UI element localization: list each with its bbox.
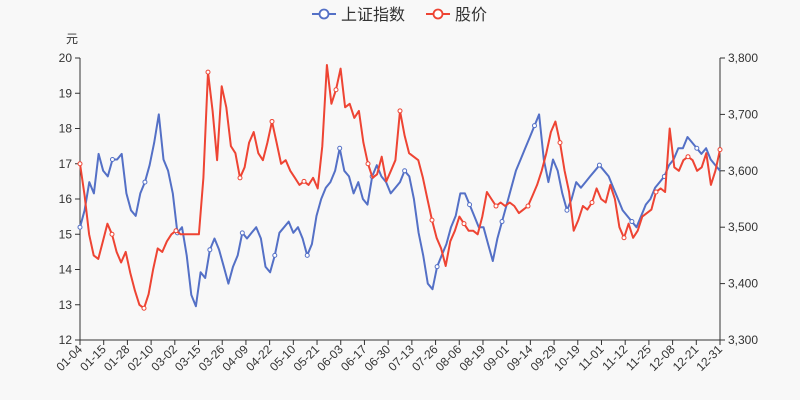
series-point-1[interactable]: [589, 200, 595, 206]
series-point-1[interactable]: [141, 305, 147, 311]
series-point-1[interactable]: [365, 161, 371, 167]
y-left-ticks: 12 13 14 15 16 17 18 19 20: [59, 51, 80, 347]
series-point-1[interactable]: [429, 217, 435, 223]
legend-item-index[interactable]: 上证指数: [312, 6, 405, 24]
series-point-1[interactable]: [237, 175, 243, 181]
x-tick-label: 01-28: [101, 342, 133, 374]
series-point-1[interactable]: [397, 108, 403, 114]
x-ticks: 01-0401-1501-2802-1003-0203-1503-2604-09…: [54, 340, 726, 374]
y-right-tick-label: 3,300: [728, 333, 758, 347]
series-point-1[interactable]: [557, 140, 563, 146]
x-tick-label: 11-01: [576, 342, 607, 373]
x-tick-label: 09-14: [504, 342, 536, 374]
y-left-unit-label: 元: [66, 32, 78, 46]
legend: 上证指数 股价: [312, 6, 487, 24]
x-tick-label: 04-09: [219, 342, 251, 374]
y-left-tick-label: 13: [59, 298, 73, 312]
x-tick-label: 11-12: [599, 342, 630, 373]
series-point-0[interactable]: [142, 179, 148, 185]
series-point-0[interactable]: [239, 230, 245, 236]
series-layer: [77, 64, 723, 311]
x-tick-label: 07-13: [385, 342, 417, 374]
series-point-0[interactable]: [304, 252, 310, 258]
series-point-1[interactable]: [653, 189, 659, 195]
series-point-1[interactable]: [301, 178, 307, 184]
series-point-1[interactable]: [621, 235, 627, 241]
series-point-0[interactable]: [694, 145, 700, 151]
series-point-1[interactable]: [173, 228, 179, 234]
x-tick-label: 02-10: [125, 342, 157, 374]
x-tick-label: 01-15: [77, 342, 109, 374]
y-right-tick-label: 3,700: [728, 107, 758, 121]
series-point-1[interactable]: [109, 231, 115, 237]
y-right-ticks: 3,300 3,400 3,500 3,600 3,700 3,800: [720, 51, 758, 347]
y-left-tick-label: 14: [59, 263, 73, 277]
y-left-tick-label: 18: [59, 122, 73, 136]
series-point-0[interactable]: [467, 202, 473, 208]
y-left-tick-label: 15: [59, 227, 73, 241]
x-tick-label: 07-26: [409, 342, 441, 374]
x-tick-label: 12-31: [694, 342, 726, 374]
y-right-tick-label: 3,500: [728, 220, 758, 234]
y-right-tick-label: 3,600: [728, 164, 758, 178]
x-tick-label: 03-15: [172, 342, 204, 374]
x-tick-label: 06-03: [314, 342, 346, 374]
series-point-1[interactable]: [461, 221, 467, 227]
x-tick-label: 09-29: [528, 342, 560, 374]
series-point-1[interactable]: [77, 161, 83, 167]
x-tick-label: 09-01: [480, 342, 512, 374]
series-point-1[interactable]: [685, 154, 691, 160]
legend-marker-price: [432, 8, 444, 20]
x-tick-label: 04-22: [243, 342, 275, 374]
y-left-tick-label: 17: [59, 157, 73, 171]
series-point-1[interactable]: [525, 203, 531, 209]
series-point-0[interactable]: [434, 264, 440, 270]
x-tick-label: 10-19: [551, 342, 583, 374]
y-left-tick-label: 20: [59, 51, 73, 65]
series-point-1[interactable]: [717, 147, 723, 153]
x-tick-label: 05-10: [267, 342, 299, 374]
series-point-0[interactable]: [402, 168, 408, 174]
series-point-0[interactable]: [499, 219, 505, 225]
x-tick-label: 05-21: [291, 342, 323, 374]
series-point-0[interactable]: [77, 224, 83, 230]
legend-label-index: 上证指数: [341, 6, 405, 24]
x-tick-label: 12-21: [670, 342, 702, 374]
x-tick-label: 03-02: [148, 342, 180, 374]
series-point-1[interactable]: [493, 203, 499, 209]
series-line-0[interactable]: [79, 113, 721, 308]
x-tick-label: 08-19: [456, 342, 488, 374]
y-right-tick-label: 3,400: [728, 277, 758, 291]
x-tick-label: 06-17: [338, 342, 370, 374]
series-point-1[interactable]: [205, 69, 211, 75]
y-right-tick-label: 3,800: [728, 51, 758, 65]
x-tick-label: 08-06: [433, 342, 465, 374]
legend-label-price: 股价: [455, 6, 487, 24]
series-line-1[interactable]: [79, 64, 721, 310]
y-left-tick-label: 12: [59, 333, 73, 347]
series-point-0[interactable]: [109, 157, 115, 163]
x-tick-label: 12-08: [646, 342, 678, 374]
series-point-0[interactable]: [564, 207, 570, 213]
legend-marker-index: [318, 8, 330, 20]
x-tick-label: 03-26: [196, 342, 228, 374]
y-left-tick-label: 16: [59, 192, 73, 206]
series-point-0[interactable]: [272, 252, 278, 258]
x-tick-label: 06-30: [362, 342, 394, 374]
series-point-0[interactable]: [531, 123, 537, 129]
series-point-0[interactable]: [337, 145, 343, 151]
series-point-0[interactable]: [629, 219, 635, 225]
series-point-1[interactable]: [333, 87, 339, 93]
legend-item-price[interactable]: 股价: [426, 6, 487, 24]
series-point-1[interactable]: [269, 118, 275, 124]
y-left-tick-label: 19: [59, 86, 73, 100]
series-point-0[interactable]: [596, 162, 602, 168]
series-point-0[interactable]: [207, 247, 213, 253]
